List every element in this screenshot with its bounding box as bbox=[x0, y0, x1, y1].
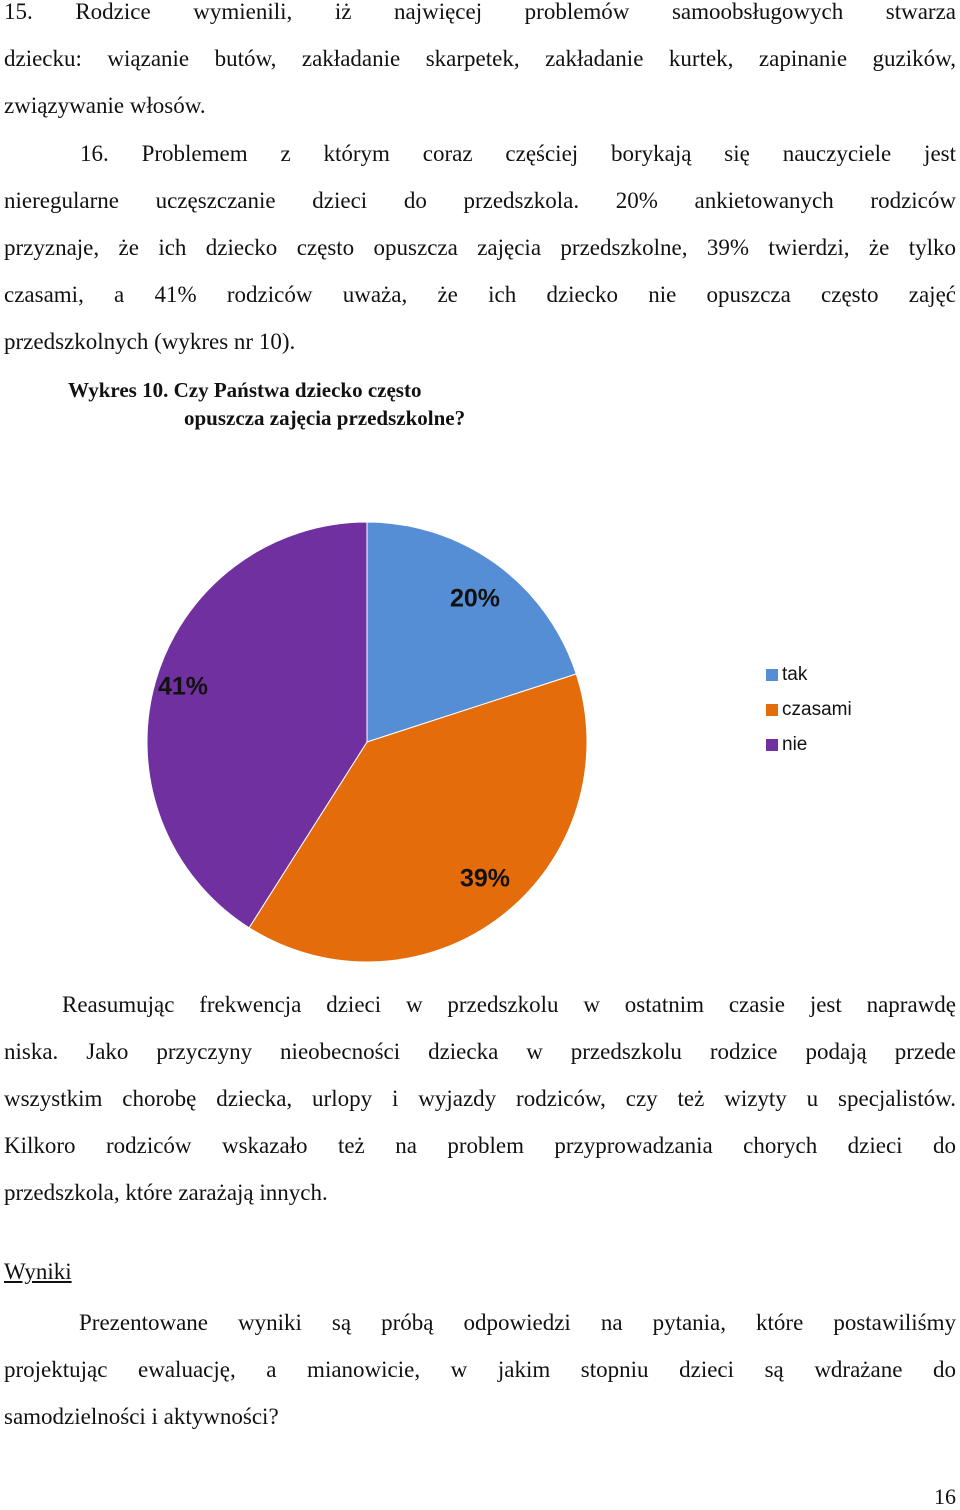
text-line: przedszkolnych (wykres nr 10). bbox=[4, 329, 296, 354]
pie-slice-czasami bbox=[248, 673, 588, 963]
page-number: 16 bbox=[934, 1484, 956, 1509]
text-line: samodzielności i aktywności? bbox=[4, 1404, 279, 1429]
text-line: wszystkim chorobę dziecka, urlopy i wyja… bbox=[4, 1086, 956, 1111]
text-line: nieregularne uczęszczanie dzieci do prze… bbox=[4, 188, 956, 213]
text-line: Reasumując frekwencja dzieci w przedszko… bbox=[62, 992, 956, 1017]
pie-slices bbox=[146, 521, 588, 963]
legend-label-tak: tak bbox=[782, 664, 808, 685]
legend-label-nie: nie bbox=[782, 734, 807, 755]
text-line: dziecku: wiązanie butów, zakładanie skar… bbox=[4, 46, 956, 71]
data-label-tak: 20% bbox=[450, 585, 500, 613]
data-label-czasami: 39% bbox=[460, 865, 510, 893]
pie-slice-tak bbox=[366, 521, 577, 743]
legend-swatch-nie bbox=[766, 739, 778, 751]
text-line: 15. Rodzice wymienili, iż najwięcej prob… bbox=[4, 0, 956, 24]
chart-legend: tak czasami nie bbox=[766, 664, 852, 755]
text-line: Kilkoro rodziców wskazało też na problem… bbox=[4, 1133, 956, 1158]
section-heading: Wyniki bbox=[4, 1259, 72, 1284]
legend-label-czasami: czasami bbox=[782, 699, 852, 720]
data-label-nie: 41% bbox=[158, 673, 208, 701]
text-line: projektując ewaluację, a mianowicie, w j… bbox=[4, 1357, 956, 1382]
pie-chart: 20% 39% 41% tak czasami nie bbox=[146, 521, 852, 963]
text-line: przedszkola, które zarażają innych. bbox=[4, 1180, 328, 1205]
pie-slice-nie bbox=[146, 521, 368, 929]
text-line: niska. Jako przyczyny nieobecności dziec… bbox=[4, 1039, 956, 1064]
text-line: 16. Problemem z którym coraz częściej bo… bbox=[80, 141, 956, 166]
text-line: Prezentowane wyniki są próbą odpowiedzi … bbox=[79, 1310, 956, 1335]
legend-swatch-czasami bbox=[766, 704, 778, 716]
chart-caption-line-2: opuszcza zajęcia przedszkolne? bbox=[184, 406, 466, 430]
legend-swatch-tak bbox=[766, 669, 778, 681]
text-line: związywanie włosów. bbox=[4, 93, 206, 118]
text-line: czasami, a 41% rodziców uważa, że ich dz… bbox=[4, 282, 956, 307]
text-line: przyznaje, że ich dziecko często opuszcz… bbox=[4, 235, 956, 260]
chart-caption-line-1: Wykres 10. Czy Państwa dziecko często bbox=[68, 378, 422, 402]
pie-labels: 20% 39% 41% bbox=[158, 585, 510, 893]
